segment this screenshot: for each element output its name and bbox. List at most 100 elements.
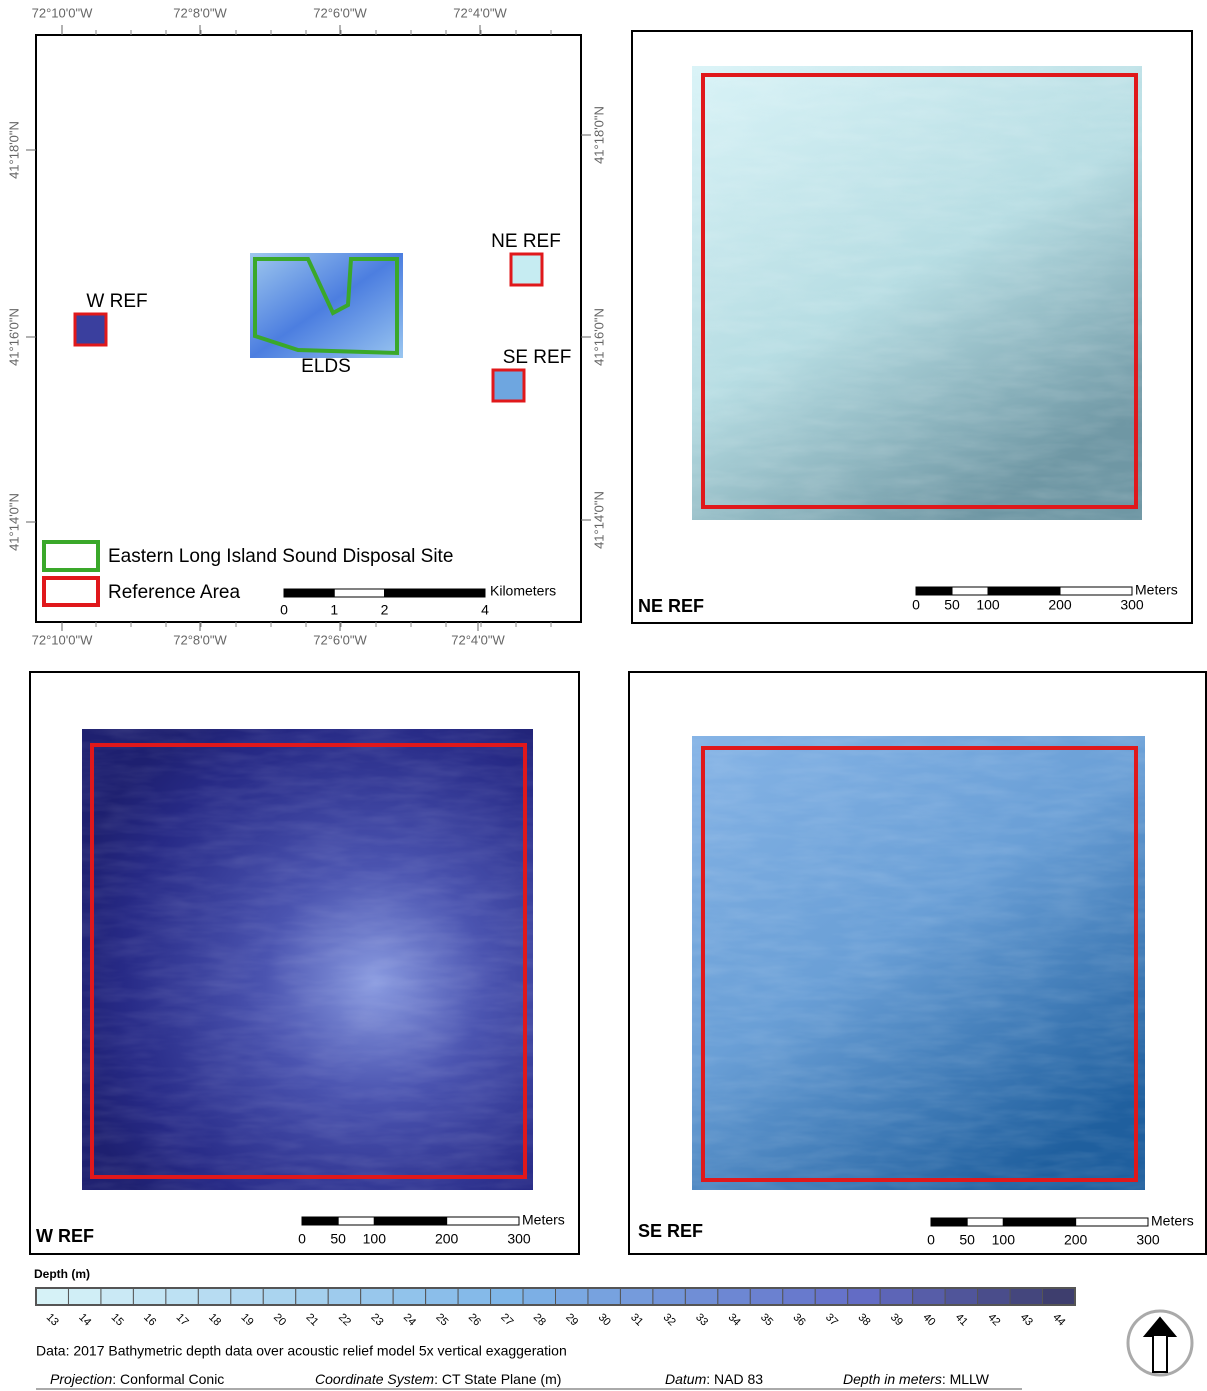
- longitude-label: 72°4'0"W: [453, 5, 507, 20]
- scale-segment: [302, 1217, 338, 1225]
- depth-class: [166, 1288, 198, 1305]
- scale-segment: [385, 589, 486, 597]
- scale-segment: [1060, 587, 1132, 595]
- depth-class: [361, 1288, 393, 1305]
- footer-item: Depth in meters: MLLW: [843, 1371, 990, 1387]
- depth-class: [978, 1288, 1010, 1305]
- legend-label: Eastern Long Island Sound Disposal Site: [108, 546, 453, 567]
- scale-label: 1: [330, 602, 338, 618]
- scale-segment: [952, 587, 988, 595]
- scale-label: 50: [959, 1232, 975, 1248]
- relief-overlay: [82, 729, 533, 1190]
- depth-class-label: 26: [466, 1311, 483, 1328]
- scale-label: 2: [381, 602, 389, 618]
- depth-class: [1043, 1288, 1075, 1305]
- depth-class-label: 20: [271, 1311, 288, 1328]
- depth-class-label: 24: [401, 1311, 418, 1328]
- scale-segment: [1003, 1218, 1075, 1226]
- latitude-label: 41°14'0"N: [591, 491, 606, 549]
- depth-class: [1010, 1288, 1042, 1305]
- longitude-label: 72°10'0"W: [32, 632, 93, 647]
- scale-label: 200: [1064, 1232, 1088, 1248]
- depth-class: [133, 1288, 165, 1305]
- scale-label: 100: [976, 597, 1000, 613]
- depth-class-label: 15: [109, 1311, 126, 1328]
- depth-class: [101, 1288, 133, 1305]
- depth-class-label: 29: [563, 1311, 580, 1328]
- legend-label: Reference Area: [108, 582, 240, 603]
- depth-class-label: 40: [920, 1311, 937, 1328]
- depth-class-label: 33: [693, 1311, 710, 1328]
- depth-class-label: 22: [336, 1311, 353, 1328]
- longitude-label: 72°4'0"W: [451, 632, 505, 647]
- depth-class: [426, 1288, 458, 1305]
- depth-class: [718, 1288, 750, 1305]
- depth-class: [556, 1288, 588, 1305]
- scale-label: 50: [330, 1231, 346, 1247]
- depth-class-label: 21: [303, 1311, 320, 1328]
- depth-class: [328, 1288, 360, 1305]
- depth-class-label: 37: [823, 1311, 840, 1328]
- scale-label: 200: [435, 1231, 459, 1247]
- map-figure: W REF NE REF SE REF ELDS Eastern Long Is…: [0, 0, 1207, 1391]
- scale-label: 0: [280, 602, 288, 618]
- scale-unit: Meters: [1151, 1213, 1194, 1229]
- depth-class: [458, 1288, 490, 1305]
- site-label: NE REF: [491, 231, 561, 252]
- latitude-label: 41°18'0"N: [6, 121, 21, 179]
- scale-segment: [447, 1217, 519, 1225]
- panel-label: SE REF: [638, 1221, 703, 1241]
- depth-class-label: 41: [953, 1311, 970, 1328]
- depth-class: [491, 1288, 523, 1305]
- longitude-label: 72°8'0"W: [173, 632, 227, 647]
- site-label: W REF: [86, 291, 147, 312]
- site-label: SE REF: [503, 347, 572, 368]
- footer-label: Depth in meters: [843, 1371, 942, 1387]
- depth-class: [588, 1288, 620, 1305]
- longitude-label: 72°10'0"W: [32, 5, 93, 20]
- depth-class: [231, 1288, 263, 1305]
- depth-class: [750, 1288, 782, 1305]
- depth-class: [848, 1288, 880, 1305]
- scale-segment: [338, 1217, 374, 1225]
- depth-class-label: 43: [1018, 1311, 1035, 1328]
- depth-class-label: 28: [531, 1311, 548, 1328]
- relief-overlay: [692, 736, 1145, 1190]
- depth-class: [880, 1288, 912, 1305]
- depth-class-label: 27: [498, 1311, 515, 1328]
- scale-label: 200: [1048, 597, 1072, 613]
- relief-overlay: [692, 66, 1142, 520]
- depth-class-label: 35: [758, 1311, 775, 1328]
- depth-class-label: 30: [596, 1311, 613, 1328]
- depth-class: [815, 1288, 847, 1305]
- depth-class: [783, 1288, 815, 1305]
- depth-class: [68, 1288, 100, 1305]
- depth-class: [945, 1288, 977, 1305]
- ne-ref-box: [511, 254, 542, 285]
- scale-label: 100: [363, 1231, 387, 1247]
- depth-class-label: 39: [888, 1311, 905, 1328]
- depth-class-label: 25: [433, 1311, 450, 1328]
- footer-label: Coordinate System: [315, 1371, 434, 1387]
- depth-class: [198, 1288, 230, 1305]
- scale-segment: [374, 1217, 446, 1225]
- footer-label: Datum: [665, 1371, 707, 1387]
- scale-label: 300: [1120, 597, 1144, 613]
- scale-label: 300: [1136, 1232, 1160, 1248]
- depth-class-label: 13: [44, 1311, 61, 1328]
- scale-label: 300: [507, 1231, 531, 1247]
- footer-value: : NAD 83: [706, 1371, 763, 1387]
- scale-label: 100: [992, 1232, 1016, 1248]
- depth-class-label: 18: [206, 1311, 223, 1328]
- site-label: ELDS: [301, 356, 351, 377]
- depth-class-label: 42: [985, 1311, 1002, 1328]
- depth-class: [653, 1288, 685, 1305]
- footer-value: : Conformal Conic: [112, 1371, 224, 1387]
- longitude-label: 72°6'0"W: [313, 5, 367, 20]
- scale-label: 0: [912, 597, 920, 613]
- scale-unit: Meters: [522, 1212, 565, 1228]
- footer-label: Projection: [50, 1371, 112, 1387]
- scale-label: 0: [927, 1232, 935, 1248]
- depth-class: [523, 1288, 555, 1305]
- depth-class: [263, 1288, 295, 1305]
